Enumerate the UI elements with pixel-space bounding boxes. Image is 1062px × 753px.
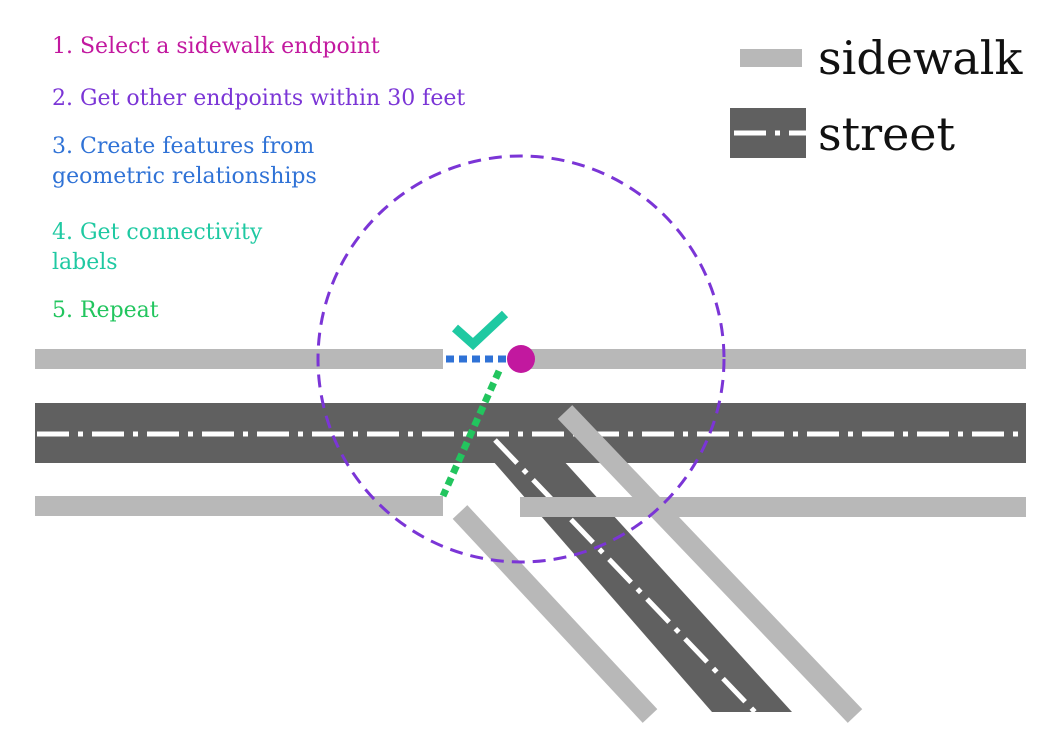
sidewalk-diagonal-upper — [557, 405, 863, 723]
step-2-line: 2. Get other endpoints within 30 feet — [52, 86, 466, 111]
selected-endpoint-marker — [507, 345, 535, 373]
legend-street-label: street — [818, 107, 956, 161]
search-radius-circle — [316, 154, 726, 564]
step-1-text: 1. Select a sidewalk endpoint — [52, 32, 380, 62]
sidewalk-bottom-right — [520, 497, 1026, 517]
step-4-line-1: 4. Get connectivity — [52, 220, 263, 245]
step-1-line: 1. Select a sidewalk endpoint — [52, 34, 380, 59]
step-3-line-2: geometric relationships — [52, 164, 317, 189]
candidate-connection-link — [439, 369, 503, 498]
step-5-line: 5. Repeat — [52, 298, 159, 323]
street-diagonal-centerline — [493, 438, 757, 714]
step-3-line-1: 3. Create features from — [52, 134, 315, 159]
sidewalk-top-right — [520, 349, 1026, 369]
sidewalk-diagonal-lower — [452, 505, 658, 723]
legend-street-swatch — [730, 108, 806, 158]
step-5-text: 5. Repeat — [52, 296, 159, 326]
sidewalk-top-left — [35, 349, 443, 369]
step-3-text: 3. Create features from geometric relati… — [52, 132, 317, 192]
streets — [35, 403, 1026, 714]
legend-sidewalk-label: sidewalk — [818, 31, 1023, 85]
step-4-text: 4. Get connectivity labels — [52, 218, 262, 278]
checkmark-icon — [452, 310, 509, 351]
step-2-text: 2. Get other endpoints within 30 feet — [52, 84, 465, 114]
sidewalk-bottom-left — [35, 496, 443, 516]
legend-sidewalk-swatch — [740, 49, 802, 67]
sidewalks — [35, 349, 1026, 723]
step-4-line-2: labels — [52, 250, 118, 275]
